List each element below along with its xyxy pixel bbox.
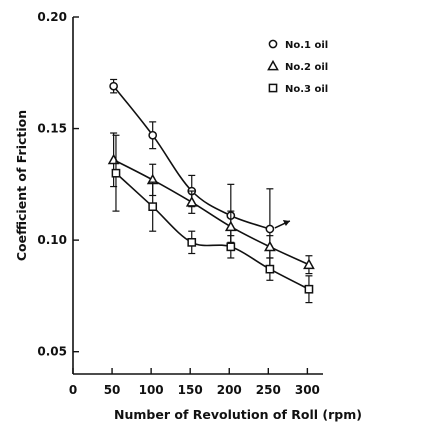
legend: No.1 oil No.2 oil No.3 oil	[267, 39, 328, 95]
data-point	[109, 81, 118, 91]
y-axis-label: Coefficient of Friction	[14, 110, 29, 261]
legend-marker	[268, 39, 278, 49]
legend-label: No.3 oil	[285, 84, 328, 95]
series-2	[107, 132, 315, 275]
y-axis-ticks: 0.20 0.15 0.10 0.05	[37, 10, 79, 359]
data-point	[187, 238, 197, 247]
series-3	[111, 134, 314, 304]
legend-label: No.2 oil	[285, 62, 328, 73]
series-line	[113, 159, 310, 266]
x-tick-label: 50	[104, 383, 121, 397]
series-1	[109, 78, 291, 270]
data-point	[304, 284, 314, 294]
data-point	[224, 220, 237, 232]
x-tick-label: 200	[217, 383, 242, 397]
legend-label: No.1 oil	[285, 40, 328, 51]
series-layer	[107, 78, 315, 304]
y-tick-label: 0.15	[37, 122, 67, 136]
trend-arrowhead	[282, 219, 290, 226]
y-tick-label: 0.10	[37, 233, 67, 247]
data-point	[265, 264, 275, 274]
x-axis-ticks: 0 50 100 150 200 250 300	[69, 368, 320, 397]
data-point	[303, 258, 315, 270]
x-tick-label: 250	[256, 383, 281, 397]
x-tick-label: 100	[139, 383, 164, 397]
data-point	[148, 202, 158, 212]
y-tick-label: 0.20	[37, 10, 67, 24]
axes	[72, 17, 323, 375]
legend-marker	[267, 59, 279, 71]
x-axis-label: Number of Revolution of Roll (rpm)	[114, 407, 362, 422]
data-point	[226, 242, 236, 252]
y-tick-label: 0.05	[37, 345, 67, 359]
data-point	[148, 130, 158, 140]
x-tick-label: 150	[178, 383, 203, 397]
legend-marker	[268, 83, 278, 93]
data-point	[107, 153, 120, 165]
data-point	[264, 240, 276, 252]
data-point	[185, 196, 198, 207]
series-line	[115, 172, 310, 290]
x-tick-label: 0	[69, 383, 77, 397]
data-point	[265, 224, 275, 234]
x-tick-label: 300	[295, 383, 320, 397]
data-point	[111, 168, 121, 178]
